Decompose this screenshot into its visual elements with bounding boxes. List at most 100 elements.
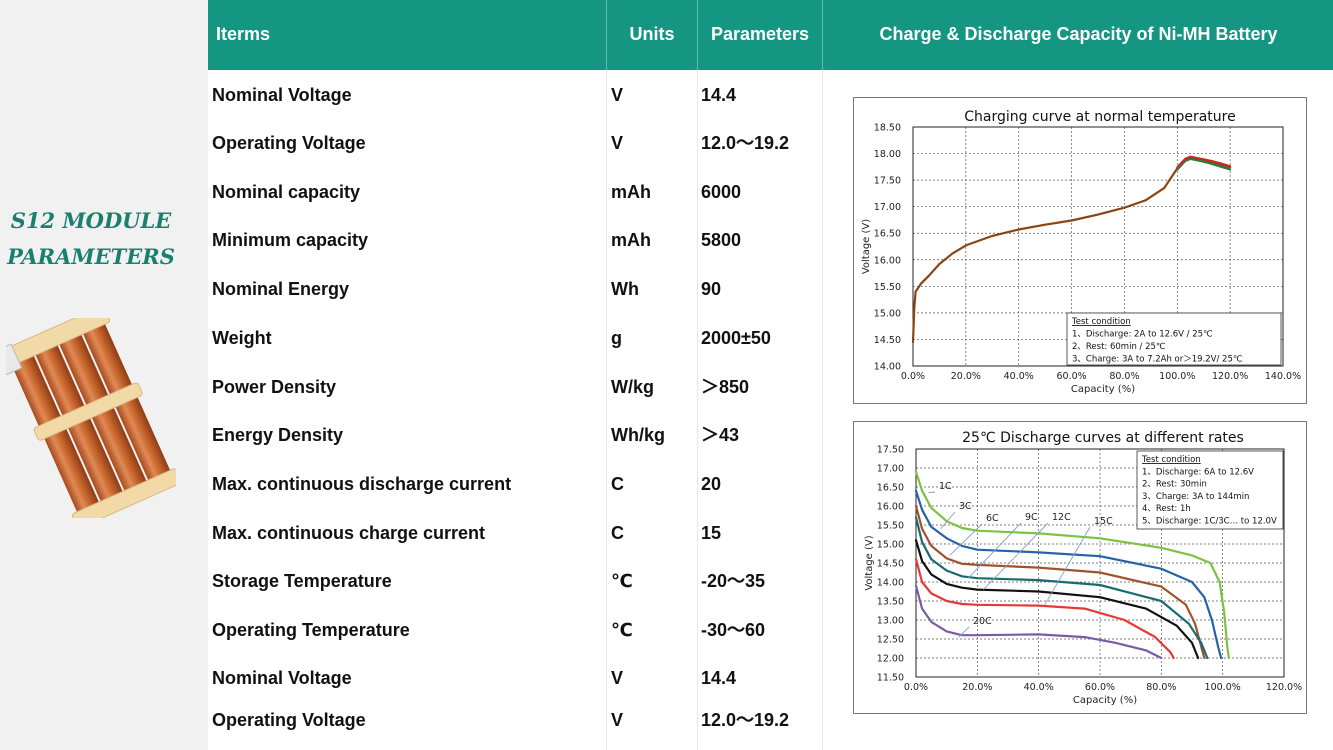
header-items: Iterms — [216, 24, 271, 44]
legend-line: 3、Charge: 3A to 144min — [1142, 492, 1249, 502]
table-row: Operating Voltage V 12.0～19.2 — [208, 705, 822, 735]
table-row: Operating Temperature ℃ -30～60 — [208, 615, 822, 645]
series-label-15c: 15C — [1094, 516, 1113, 527]
plot-area — [912, 126, 1284, 367]
table-row: Storage Temperature ℃ -20～35 — [208, 566, 822, 596]
y-tick-label: 15.50 — [877, 521, 904, 532]
y-tick-label: 15.00 — [877, 540, 904, 551]
y-tick-label: 14.50 — [874, 335, 901, 346]
series-label-3c: 3C — [959, 501, 972, 512]
row-unit: mAh — [611, 230, 651, 250]
table-header: Iterms Units Parameters Charge & Dischar… — [208, 0, 1333, 70]
legend-line: 1、Discharge: 2A to 12.6V / 25℃ — [1072, 330, 1213, 340]
table-row: Weight g 2000±50 — [208, 323, 822, 353]
series-label-arrow — [928, 491, 936, 494]
y-tick-label: 14.00 — [877, 578, 904, 589]
x-tick-label: 120.0% — [1266, 682, 1302, 693]
y-tick-label: 11.50 — [877, 673, 904, 684]
y-axis-label: Voltage (V) — [861, 219, 872, 274]
column-divider-charts — [822, 70, 823, 750]
row-unit: V — [611, 133, 624, 153]
x-axis-label: Capacity (%) — [1071, 384, 1135, 395]
y-tick-label: 17.50 — [877, 445, 904, 456]
row-name: Energy Density — [212, 425, 344, 445]
y-tick-label: 16.00 — [874, 255, 901, 266]
y-tick-label: 15.00 — [874, 308, 901, 319]
chart-title: 25℃ Discharge curves at different rates — [962, 430, 1244, 446]
table-row: Power Density W/kg ＞850 — [208, 372, 822, 402]
legend-line: 1、Discharge: 6A to 12.6V — [1142, 467, 1254, 477]
charging-curve-chart: 0.0% 20.0% 40.0% 60.0% 80.0% 100.0% 120.0% 140.… — [853, 97, 1307, 404]
row-unit: W/kg — [611, 377, 654, 397]
y-tick-label: 17.00 — [874, 202, 901, 213]
row-unit: V — [611, 710, 624, 730]
module-title: S12 MODULE PARAMETERS — [0, 203, 182, 275]
series-label-6c: 6C — [986, 513, 999, 524]
x-tick-label: 0.0% — [901, 371, 925, 382]
y-tick-label: 15.50 — [874, 282, 901, 293]
series-label-arrow — [958, 626, 970, 638]
row-value: -20～35 — [701, 571, 766, 591]
x-tick-label: 140.0% — [1265, 371, 1301, 382]
series-label-arrow — [983, 522, 1049, 590]
x-tick-label: 40.0% — [1004, 371, 1034, 382]
series-line-9c — [914, 516, 1209, 660]
series-line-2 — [1176, 155, 1232, 169]
row-unit: mAh — [611, 182, 651, 202]
x-tick-label: 120.0% — [1212, 371, 1248, 382]
row-name: Nominal capacity — [212, 182, 361, 202]
row-name: Nominal Voltage — [212, 668, 352, 688]
row-name: Nominal Voltage — [212, 85, 352, 105]
row-value: 14.4 — [701, 668, 737, 688]
y-tick-label: 14.00 — [874, 362, 901, 373]
x-tick-label: 20.0% — [951, 371, 981, 382]
x-tick-label: 60.0% — [1056, 371, 1086, 382]
header-parameters: Parameters — [697, 0, 822, 70]
row-name: Nominal Energy — [212, 279, 350, 299]
row-value: 12.0～19.2 — [701, 710, 790, 730]
y-tick-label: 13.50 — [877, 597, 904, 608]
legend-line: 5、Discharge: 1C/3C… to 12.0V — [1142, 517, 1277, 527]
row-unit: Wh/kg — [611, 425, 665, 445]
legend-line: 4、Rest: 1h — [1142, 504, 1191, 514]
chart-title: Charging curve at normal temperature — [964, 109, 1235, 125]
table-row: Energy Density Wh/kg ＞43 — [208, 420, 822, 450]
module-title-line-1: S12 MODULE — [10, 208, 172, 233]
y-axis-label: Voltage (V) — [864, 535, 875, 590]
row-value: -30～60 — [701, 620, 766, 640]
y-tick-label: 12.50 — [877, 635, 904, 646]
row-unit: C — [611, 474, 624, 494]
y-tick-label: 16.00 — [877, 502, 904, 513]
row-unit: ℃ — [611, 620, 633, 640]
series-label-arrow — [949, 523, 983, 556]
row-unit: V — [611, 85, 624, 105]
row-name: Operating Voltage — [212, 133, 366, 153]
row-unit: g — [611, 328, 622, 348]
row-name: Weight — [212, 328, 272, 348]
row-value: 20 — [701, 474, 722, 494]
y-tick-label: 18.50 — [874, 123, 901, 134]
x-axis-label: Capacity (%) — [1073, 695, 1137, 706]
row-name: Max. continuous charge current — [212, 523, 486, 543]
row-name: Operating Voltage — [212, 710, 366, 730]
discharge-curves-chart: 0.0% 20.0% 40.0% 60.0% 80.0% 100.0% 120.0% 11.5… — [853, 421, 1307, 714]
row-unit: C — [611, 523, 624, 543]
x-tick-label: 100.0% — [1205, 682, 1241, 693]
column-divider-units — [606, 70, 607, 750]
legend-line: 2、Rest: 60min / 25℃ — [1072, 342, 1166, 352]
table-row: Nominal capacity mAh 6000 — [208, 177, 822, 207]
table-row: Nominal Voltage V 14.4 — [208, 663, 822, 693]
series-line-6c — [914, 504, 1206, 660]
legend-title: Test condition — [1071, 317, 1131, 327]
row-name: Max. continuous discharge current — [212, 474, 512, 494]
battery-module-image — [6, 318, 176, 518]
legend-title: Test condition — [1141, 455, 1201, 465]
x-tick-label: 40.0% — [1024, 682, 1054, 693]
y-tick-label: 16.50 — [877, 483, 904, 494]
module-title-line-2: PARAMETERS — [7, 244, 175, 269]
legend-line: 3、Charge: 3A to 7.2Ah or＞19.2V/ 25℃ — [1072, 355, 1243, 365]
series-label-arrow — [967, 522, 1022, 579]
row-unit: Wh — [611, 279, 639, 299]
row-value: ＞850 — [701, 377, 750, 397]
legend-line: 2、Rest: 30min — [1142, 480, 1207, 490]
